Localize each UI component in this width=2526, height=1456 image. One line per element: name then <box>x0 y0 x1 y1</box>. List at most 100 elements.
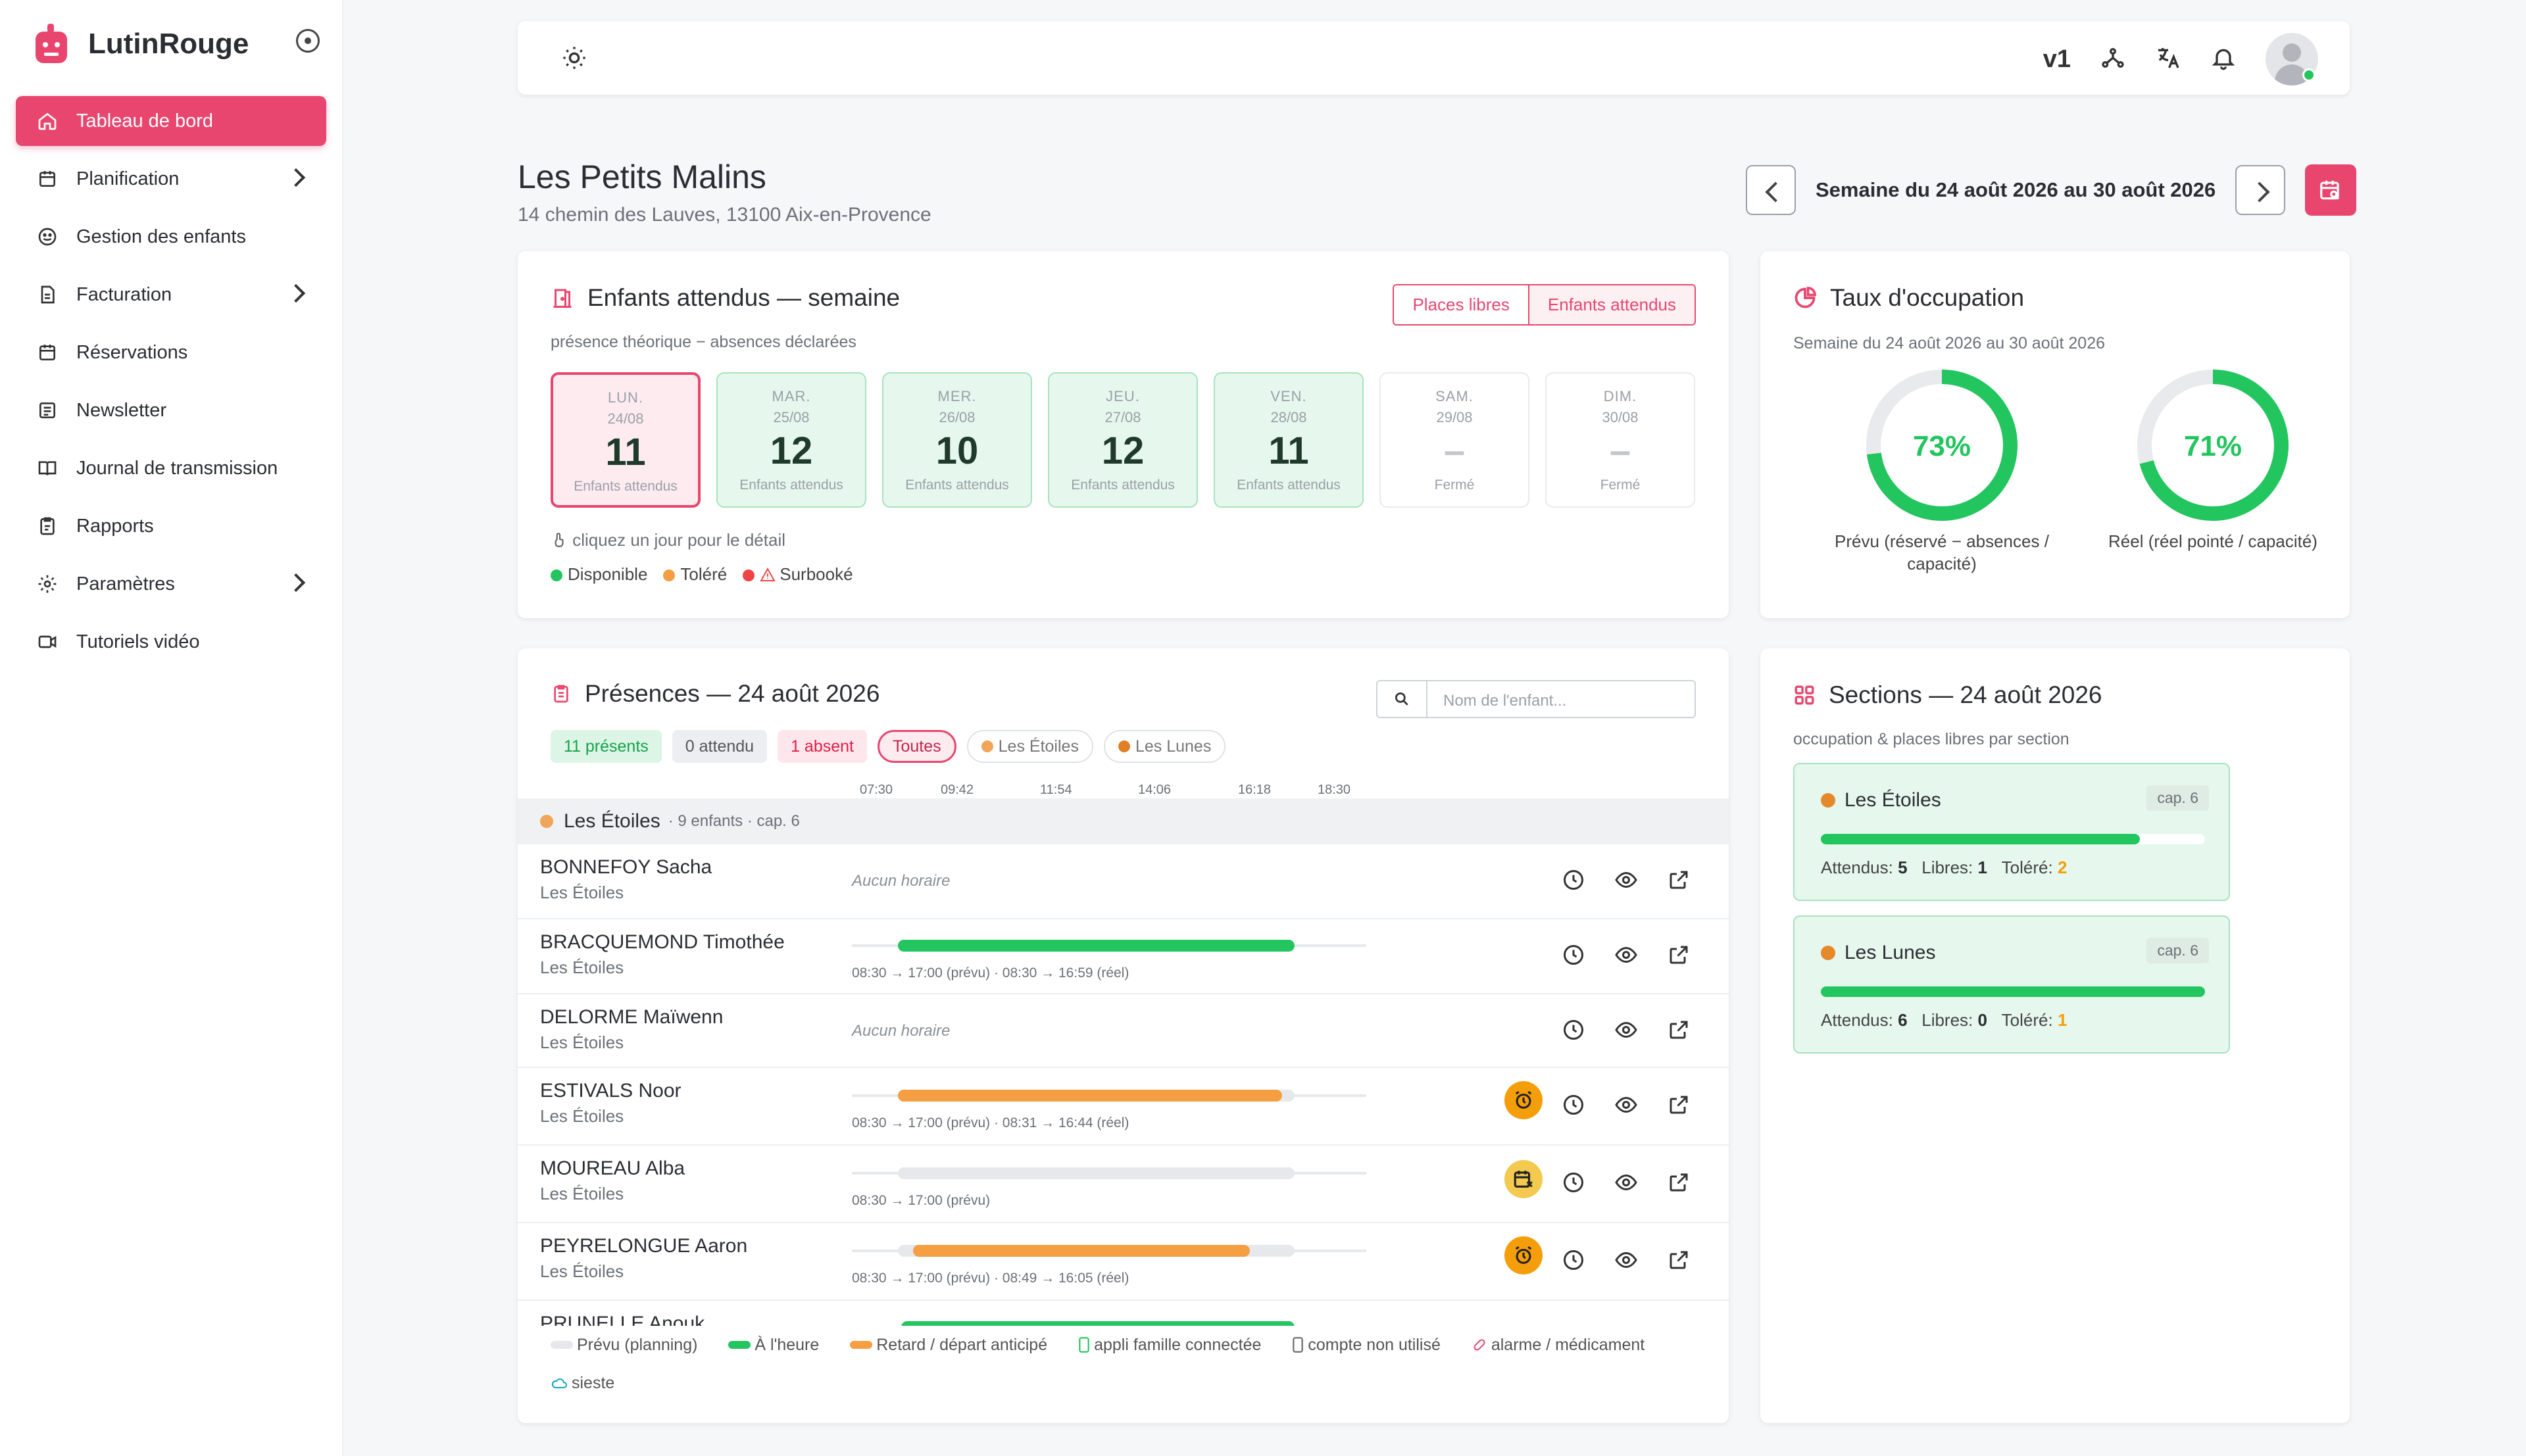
external-link-icon[interactable] <box>1667 868 1691 892</box>
table-row[interactable]: PRUNELLE Anouk <box>518 1301 1729 1326</box>
child-section: Les Étoiles <box>540 1032 624 1052</box>
previous-week-button[interactable] <box>1746 165 1796 215</box>
eye-icon[interactable] <box>1614 943 1638 967</box>
calendar-check-icon <box>34 339 61 366</box>
external-link-icon[interactable] <box>1667 1248 1691 1272</box>
search-input[interactable]: Nom de l'enfant... <box>1427 680 1696 718</box>
real-occupancy-label: Réel (réel pointé / capacité) <box>2108 531 2317 551</box>
external-link-icon[interactable] <box>1667 943 1691 967</box>
top-bar: v1 <box>518 21 2350 95</box>
bell-icon[interactable] <box>2210 45 2237 74</box>
table-row[interactable]: MOUREAU Alba Les Étoiles 08:30 → 17:00 (… <box>518 1146 1729 1223</box>
section-card-stars[interactable]: Les Étoiles cap. 6 Attendus: 5 Libres: 1… <box>1793 763 2230 901</box>
filter-absent[interactable]: 1 absent <box>778 730 867 763</box>
free-value: 1 <box>1977 858 1987 877</box>
search-button[interactable] <box>1376 680 1427 718</box>
filter-expected[interactable]: 0 attendu <box>672 730 768 763</box>
presence-list: BONNEFOY Sacha Les Étoiles Aucun horaire… <box>518 844 1729 1326</box>
network-icon[interactable] <box>2100 45 2126 74</box>
version-label[interactable]: v1 <box>2043 45 2071 73</box>
sidebar-item-reservations[interactable]: Réservations <box>16 328 326 377</box>
day-card[interactable]: SAM. 29/08 – Fermé <box>1379 372 1529 508</box>
clock-icon[interactable] <box>1562 1093 1585 1117</box>
absence-badge[interactable] <box>1504 1160 1543 1198</box>
filter-section-moons[interactable]: Les Lunes <box>1103 730 1226 763</box>
table-row[interactable]: DELORME Maïwenn Les Étoiles Aucun horair… <box>518 994 1729 1068</box>
child-name[interactable]: BRACQUEMOND Timothée <box>540 931 785 953</box>
child-name[interactable]: MOUREAU Alba <box>540 1157 685 1179</box>
day-card[interactable]: DIM. 30/08 – Fermé <box>1545 372 1695 508</box>
day-card[interactable]: LUN. 24/08 11 Enfants attendus <box>551 372 701 508</box>
table-row[interactable]: BRACQUEMOND Timothée Les Étoiles 08:30 →… <box>518 919 1729 994</box>
external-link-icon[interactable] <box>1667 1093 1691 1117</box>
week-label: Semaine du 24 août 2026 au 30 août 2026 <box>1816 178 2216 201</box>
planned-timeline <box>852 1090 1366 1102</box>
table-row[interactable]: PEYRELONGUE Aaron Les Étoiles 08:30 → 17… <box>518 1223 1729 1301</box>
row-actions <box>1562 868 1691 892</box>
eye-icon[interactable] <box>1614 1248 1638 1272</box>
sidebar-item-newsletter[interactable]: Newsletter <box>16 385 326 435</box>
alarm-badge[interactable] <box>1504 1236 1543 1274</box>
user-menu[interactable] <box>2266 33 2318 85</box>
day-label: Enfants attendus <box>574 479 678 494</box>
eye-icon[interactable] <box>1614 1171 1638 1194</box>
day-card[interactable]: MER. 26/08 10 Enfants attendus <box>882 372 1032 508</box>
day-name: SAM. <box>1435 388 1474 404</box>
sidebar-item-planning[interactable]: Planification <box>16 154 326 204</box>
theme-toggle-sun-icon[interactable] <box>561 45 587 74</box>
sidebar-item-settings[interactable]: Paramètres <box>16 559 326 609</box>
presence-filters: 11 présents 0 attendu 1 absent Toutes Le… <box>551 730 1226 763</box>
clock-icon[interactable] <box>1562 1018 1585 1042</box>
day-label: Enfants attendus <box>1237 477 1341 493</box>
sidebar-item-dashboard[interactable]: Tableau de bord <box>16 96 326 146</box>
logo[interactable]: LutinRouge <box>34 24 249 64</box>
external-link-icon[interactable] <box>1667 1018 1691 1042</box>
orange-dot-icon <box>663 570 676 581</box>
sidebar-toggle-button[interactable] <box>296 29 320 53</box>
section-group-header[interactable]: Les Étoiles · 9 enfants · cap. 6 <box>518 798 1729 844</box>
child-name[interactable]: PEYRELONGUE Aaron <box>540 1235 748 1257</box>
day-date: 27/08 <box>1104 409 1141 425</box>
day-date: 25/08 <box>773 409 810 425</box>
external-link-icon[interactable] <box>1667 1171 1691 1194</box>
no-schedule-text: Aucun horaire <box>852 1022 951 1040</box>
expected-children-toggle[interactable]: Enfants attendus <box>1527 285 1695 324</box>
day-card[interactable]: MAR. 25/08 12 Enfants attendus <box>716 372 866 508</box>
section-card-moons[interactable]: Les Lunes cap. 6 Attendus: 6 Libres: 0 T… <box>1793 915 2230 1054</box>
child-name[interactable]: BONNEFOY Sacha <box>540 856 712 878</box>
eye-icon[interactable] <box>1614 868 1638 892</box>
child-name[interactable]: PRUNELLE Anouk <box>540 1313 705 1326</box>
sidebar-item-tutorials[interactable]: Tutoriels vidéo <box>16 617 326 667</box>
filter-section-stars[interactable]: Les Étoiles <box>966 730 1093 763</box>
sidebar-item-journal[interactable]: Journal de transmission <box>16 443 326 493</box>
alarm-badge[interactable] <box>1504 1081 1543 1119</box>
filter-present[interactable]: 11 présents <box>551 730 662 763</box>
calendar-search-button[interactable] <box>2305 164 2357 216</box>
clock-icon[interactable] <box>1562 1171 1585 1194</box>
sidebar-item-label: Facturation <box>76 283 172 305</box>
next-week-button[interactable] <box>2235 165 2286 215</box>
day-card[interactable]: JEU. 27/08 12 Enfants attendus <box>1048 372 1198 508</box>
sidebar-item-reports[interactable]: Rapports <box>16 501 326 551</box>
clock-icon[interactable] <box>1562 1248 1585 1272</box>
eye-icon[interactable] <box>1614 1018 1638 1042</box>
legend-late: Retard / départ anticipé <box>876 1336 1048 1354</box>
app-name: LutinRouge <box>88 28 249 60</box>
clock-icon[interactable] <box>1562 868 1585 892</box>
section-name: Les Lunes <box>1821 942 1935 964</box>
clock-icon[interactable] <box>1562 943 1585 967</box>
filter-all-sections[interactable]: Toutes <box>877 730 956 763</box>
section-stats: Attendus: 5 Libres: 1 Toléré: 2 <box>1821 858 2067 878</box>
eye-icon[interactable] <box>1614 1093 1638 1117</box>
child-name[interactable]: ESTIVALS Noor <box>540 1080 681 1102</box>
sidebar-item-billing[interactable]: Facturation <box>16 270 326 320</box>
table-row[interactable]: BONNEFOY Sacha Les Étoiles Aucun horaire <box>518 844 1729 919</box>
legend-unused: compte non utilisé <box>1308 1336 1441 1354</box>
free-places-toggle[interactable]: Places libres <box>1412 295 1510 314</box>
child-name[interactable]: DELORME Maïwenn <box>540 1006 724 1028</box>
table-row[interactable]: ESTIVALS Noor Les Étoiles 08:30 → 17:00 … <box>518 1068 1729 1146</box>
day-card[interactable]: VEN. 28/08 11 Enfants attendus <box>1214 372 1364 508</box>
sidebar-item-children[interactable]: Gestion des enfants <box>16 212 326 262</box>
translate-icon[interactable] <box>2155 45 2181 74</box>
section-name-text: Les Lunes <box>1845 942 1936 963</box>
